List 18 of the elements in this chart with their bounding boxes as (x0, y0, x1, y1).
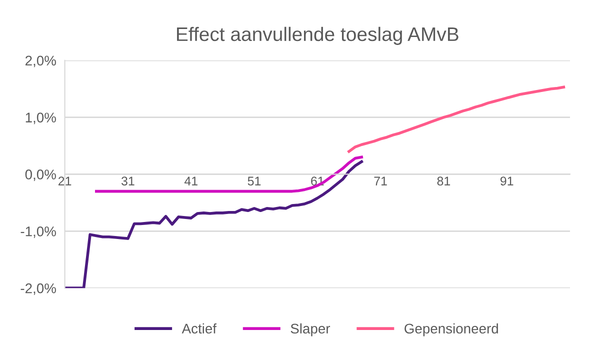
line-series (94, 156, 363, 193)
y-tick-label: 2,0% (26, 56, 56, 68)
y-tick-label: 0,0% (25, 170, 56, 182)
y-tick-label: -2,0% (20, 283, 56, 295)
legend-label: Slaper (290, 323, 330, 336)
legend-label: Actief (182, 323, 217, 334)
line-series (348, 86, 566, 153)
x-tick-label: 71 (374, 176, 387, 186)
chart-title: Effect aanvullende toeslag AMvB (177, 26, 458, 45)
legend-label: Gepensioneerd (404, 323, 498, 336)
x-tick-label: 91 (500, 176, 514, 186)
x-tick-label: 31 (121, 176, 134, 186)
x-tick-label: 21 (58, 176, 72, 186)
x-tick-label: 51 (248, 176, 261, 186)
x-tick-label: 41 (184, 176, 198, 186)
x-tick-label: 81 (437, 176, 450, 186)
y-tick-label: -1,0% (20, 226, 56, 238)
y-tick-label: 1,0% (26, 112, 56, 124)
